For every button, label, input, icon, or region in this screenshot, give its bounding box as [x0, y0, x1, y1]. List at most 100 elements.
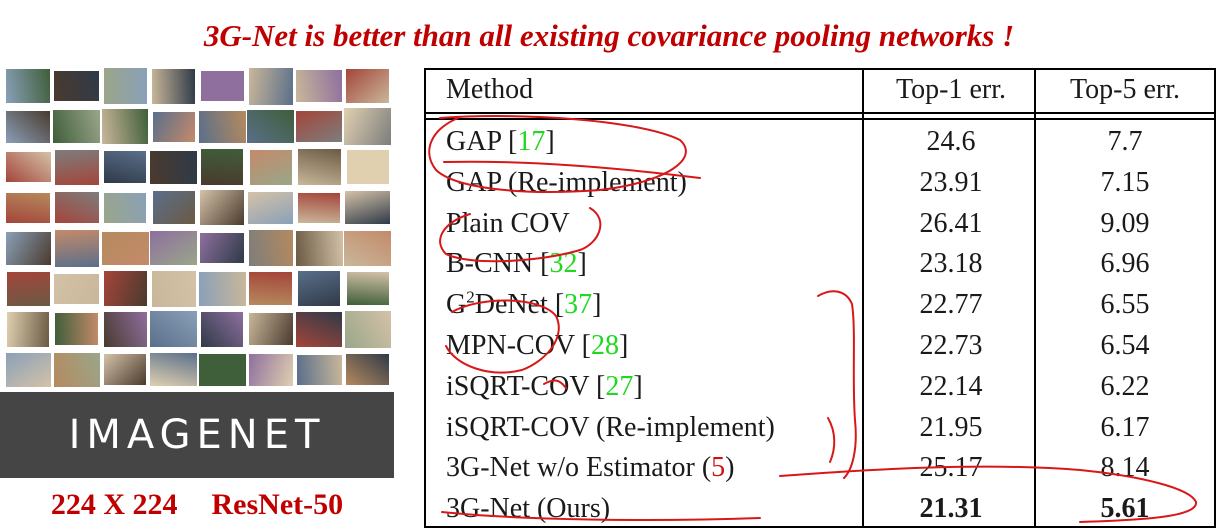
citation-link[interactable]: 28	[590, 330, 619, 361]
sample-image-thumbnail	[102, 109, 148, 144]
column-divider	[862, 70, 864, 526]
sample-image-thumbnail	[150, 150, 197, 184]
table-row-top5-error: 6.96	[1100, 248, 1150, 280]
method-name: GAP	[446, 126, 501, 157]
input-size-label: 224 X 224	[50, 488, 178, 521]
sample-image-thumbnail	[54, 192, 99, 223]
sample-image-thumbnail	[6, 192, 50, 223]
method-name: 3G-Net (Ours)	[446, 493, 611, 525]
sample-image-thumbnail	[296, 111, 342, 142]
sample-image-thumbnail	[344, 230, 391, 266]
table-row-method: 3G-Net w/o Estimator (5)	[446, 452, 735, 484]
backbone-label: ResNet-50	[211, 488, 344, 521]
table-row-top1-error: 25.17	[919, 452, 983, 484]
table-row-top5-error: 9.09	[1100, 207, 1150, 239]
sample-image-thumbnail	[201, 149, 243, 185]
sample-image-thumbnail	[249, 149, 292, 185]
table-row-method: iSQRT-COV (Re-implement)	[446, 408, 775, 448]
table-row-method: G2DeNet [37]	[446, 287, 602, 321]
table-row-method: GAP (Re-implement)	[446, 163, 687, 203]
sample-image-thumbnail	[298, 192, 340, 223]
sample-image-thumbnail	[200, 71, 244, 101]
table-row-top5-error: 6.17	[1100, 411, 1150, 443]
column-divider	[1034, 70, 1036, 526]
header-top1: Top-1 err.	[895, 74, 1006, 105]
table-row-top5-error: 5.61	[1100, 493, 1150, 525]
sample-image-thumbnail	[296, 354, 342, 385]
sample-image-thumbnail	[55, 313, 98, 345]
method-name: DeNet	[474, 289, 548, 321]
method-name: 3G-Net w/o Estimator	[446, 452, 695, 484]
header-rule	[426, 112, 1214, 114]
sample-image-thumbnail	[296, 311, 342, 347]
sample-image-thumbnail	[6, 69, 50, 103]
citation-link[interactable]: 32	[549, 248, 578, 280]
table-row-method: iSQRT-COV [27]	[446, 370, 643, 402]
sample-image-thumbnail	[54, 149, 99, 185]
sample-image-thumbnail	[104, 354, 146, 385]
table-row-top1-error: 21.31	[919, 493, 983, 525]
method-name: iSQRT-COV (Re-implement)	[446, 411, 775, 443]
sample-image-thumbnail	[103, 68, 147, 104]
sample-image-thumbnail	[198, 110, 246, 143]
sample-image-thumbnail	[200, 233, 244, 263]
method-name: Plain COV	[446, 207, 570, 239]
table-row-top1-error: 22.77	[919, 289, 983, 321]
sample-image-thumbnail	[103, 271, 147, 306]
sample-image-thumbnail	[54, 273, 99, 304]
header-method: Method	[446, 74, 534, 105]
table-row-method: B-CNN [32]	[446, 248, 587, 280]
sample-image-thumbnail	[6, 110, 50, 143]
imagenet-sample-mosaic	[4, 66, 394, 390]
citation-link[interactable]: 17	[517, 126, 546, 157]
table-row-top1-error: 22.73	[919, 330, 983, 361]
sample-image-thumbnail	[344, 310, 391, 348]
slide-headline: 3G-Net is better than all existing covar…	[203, 18, 1015, 53]
sample-image-thumbnail	[248, 191, 293, 224]
sample-image-thumbnail	[101, 231, 149, 265]
sample-image-thumbnail	[5, 152, 51, 182]
sample-image-thumbnail	[104, 151, 146, 183]
table-row-method: MPN-COV [28]	[446, 330, 629, 361]
method-name: B-CNN	[446, 248, 534, 280]
method-name: MPN-COV	[446, 330, 575, 361]
sample-image-thumbnail	[295, 230, 343, 266]
sample-image-thumbnail	[150, 231, 197, 265]
sample-image-thumbnail	[298, 271, 340, 306]
sample-image-thumbnail	[344, 108, 391, 145]
table-row-top1-error: 23.91	[919, 166, 983, 198]
experiment-spec: 224 X 224 ResNet-50	[0, 488, 394, 522]
sample-image-thumbnail	[152, 68, 195, 104]
sample-image-thumbnail	[54, 71, 99, 101]
sample-image-thumbnail	[53, 352, 100, 387]
table-row-top5-error: 6.55	[1100, 289, 1150, 321]
table-row-method: Plain COV	[446, 204, 570, 244]
sample-image-thumbnail	[198, 271, 246, 306]
citation-link[interactable]: 37	[564, 289, 593, 321]
imagenet-logo: IMAGENET	[0, 392, 394, 478]
table-row-top1-error: 21.95	[919, 411, 983, 443]
imagenet-logo-text: IMAGENET	[68, 412, 326, 458]
sample-image-thumbnail	[6, 271, 50, 306]
method-name-superscript: 2	[466, 287, 475, 307]
table-row-top1-error: 22.14	[919, 370, 983, 402]
table-row-top1-error: 24.6	[926, 126, 976, 157]
sample-image-thumbnail	[248, 67, 293, 105]
sample-image-thumbnail	[54, 229, 99, 267]
table-row-top5-error: 6.22	[1100, 370, 1150, 402]
table-row-method: 3G-Net (Ours)	[446, 489, 610, 529]
method-name: GAP (Re-implement)	[446, 166, 687, 198]
sample-image-thumbnail	[53, 110, 100, 143]
results-table: Method Top-1 err. Top-5 err. GAP [17] 24.…	[424, 68, 1216, 528]
sample-image-thumbnail	[201, 311, 243, 347]
table-row-top5-error: 7.7	[1107, 126, 1143, 157]
sample-image-thumbnail	[104, 192, 146, 223]
citation-link[interactable]: 27	[605, 370, 634, 402]
sample-image-thumbnail	[249, 272, 292, 305]
sample-image-thumbnail	[248, 353, 293, 386]
sample-image-thumbnail	[198, 353, 246, 386]
sample-image-thumbnail	[152, 111, 195, 142]
sample-image-thumbnail	[346, 354, 389, 385]
citation-link[interactable]: 5	[711, 452, 726, 484]
header-top5: Top-5 err.	[1069, 74, 1180, 105]
